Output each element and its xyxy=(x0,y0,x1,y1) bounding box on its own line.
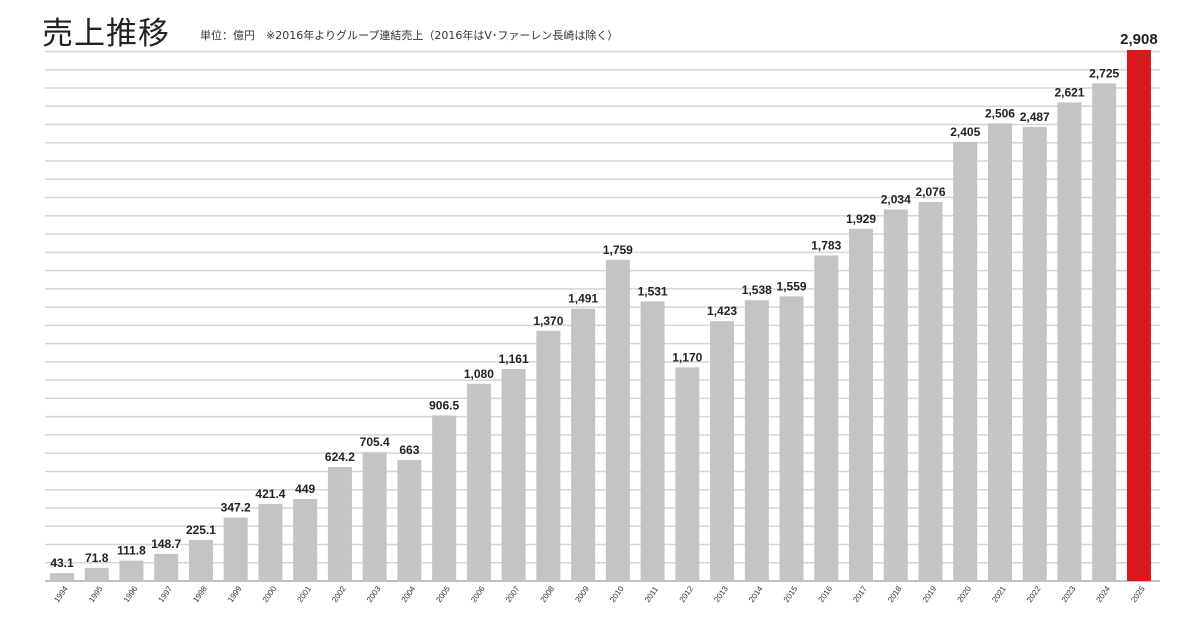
bar-2025 xyxy=(1126,50,1151,581)
x-tick-label: 2010 xyxy=(608,584,626,604)
x-tick-label: 2016 xyxy=(817,584,835,604)
bar-2000 xyxy=(258,504,283,581)
bar-1998 xyxy=(188,539,213,581)
bar-2006 xyxy=(466,383,491,581)
x-tick-label: 2012 xyxy=(678,584,696,604)
x-tick-label: 2020 xyxy=(956,584,974,604)
x-tick-label: 2022 xyxy=(1025,584,1043,604)
x-tick-label: 1999 xyxy=(226,584,244,604)
value-label-2014: 1,538 xyxy=(742,283,772,297)
x-tick-label: 2024 xyxy=(1094,584,1112,604)
bar-1997 xyxy=(154,553,179,581)
bar-1999 xyxy=(223,517,248,581)
bar-2015 xyxy=(779,296,804,581)
x-tick-label: 2001 xyxy=(295,584,313,604)
value-label-2019: 2,076 xyxy=(915,185,945,199)
value-label-2018: 2,034 xyxy=(881,193,911,207)
bar-2004 xyxy=(397,459,422,581)
value-label-1997: 148.7 xyxy=(151,537,181,551)
bar-1996 xyxy=(119,560,144,581)
value-label-2012: 1,170 xyxy=(672,350,702,364)
bar-2005 xyxy=(432,415,457,581)
value-label-1999: 347.2 xyxy=(221,501,251,515)
bar-2010 xyxy=(605,259,630,581)
value-label-2005: 906.5 xyxy=(429,398,459,412)
value-label-2010: 1,759 xyxy=(603,243,633,257)
bar-2011 xyxy=(640,301,665,581)
x-tick-label: 1994 xyxy=(52,584,70,604)
value-label-1995: 71.8 xyxy=(85,551,109,565)
bar-2003 xyxy=(362,452,387,581)
bar-2022 xyxy=(1022,126,1047,581)
value-label-1996: 111.8 xyxy=(117,544,146,558)
value-label-2009: 1,491 xyxy=(568,292,598,306)
value-label-2015: 1,559 xyxy=(777,279,807,293)
x-tick-label: 2017 xyxy=(851,584,869,604)
x-tick-label: 2005 xyxy=(434,584,452,604)
bar-2023 xyxy=(1057,102,1082,581)
value-label-2020: 2,405 xyxy=(950,125,980,139)
bar-1994 xyxy=(50,573,74,581)
value-label-2006: 1,080 xyxy=(464,367,494,381)
x-tick-label: 2023 xyxy=(1060,584,1078,604)
value-label-2025: 2,908 xyxy=(1120,31,1158,48)
value-label-2023: 2,621 xyxy=(1054,85,1084,99)
value-label-2016: 1,783 xyxy=(811,238,841,252)
value-label-2008: 1,370 xyxy=(533,314,563,328)
value-label-2022: 2,487 xyxy=(1020,110,1050,124)
x-tick-label: 2003 xyxy=(365,584,383,604)
value-label-2021: 2,506 xyxy=(985,106,1015,120)
x-tick-label: 2000 xyxy=(261,584,279,604)
bar-1995 xyxy=(84,567,109,581)
value-label-2004: 663 xyxy=(399,443,419,457)
x-tick-label: 1996 xyxy=(122,584,140,604)
value-label-2013: 1,423 xyxy=(707,304,737,318)
bar-2007 xyxy=(501,369,526,581)
x-tick-label: 2002 xyxy=(330,584,348,604)
x-tick-label: 1995 xyxy=(87,584,105,604)
x-tick-label: 2013 xyxy=(712,584,730,604)
bar-2014 xyxy=(744,300,769,581)
x-tick-label: 2014 xyxy=(747,584,765,604)
value-label-2024: 2,725 xyxy=(1089,66,1119,80)
x-tick-label: 2004 xyxy=(400,584,418,604)
bar-2001 xyxy=(293,499,318,581)
value-label-2002: 624.2 xyxy=(325,450,355,464)
x-tick-label: 2021 xyxy=(990,584,1008,604)
x-tick-label: 2019 xyxy=(921,584,939,604)
chart-subtitle: 単位：億円 ※2016年よりグループ連結売上（2016年はV･ファーレン長崎は除… xyxy=(200,29,619,42)
bar-2017 xyxy=(849,228,874,581)
x-tick-label: 1997 xyxy=(156,584,174,604)
x-tick-label: 2018 xyxy=(886,584,904,604)
x-tick-label: 2009 xyxy=(573,584,591,604)
value-label-1994: 43.1 xyxy=(50,556,74,570)
bar-2008 xyxy=(536,330,561,581)
bar-2021 xyxy=(987,123,1012,581)
value-label-2001: 449 xyxy=(295,482,315,496)
x-tick-label: 2008 xyxy=(539,584,557,604)
value-label-1998: 225.1 xyxy=(186,523,216,537)
bar-2019 xyxy=(918,201,943,581)
x-tick-label: 2011 xyxy=(643,584,661,604)
x-tick-label: 1998 xyxy=(191,584,209,604)
value-label-2017: 1,929 xyxy=(846,212,876,226)
x-tick-label: 2007 xyxy=(504,584,522,604)
bar-2012 xyxy=(675,367,700,581)
bar-2024 xyxy=(1092,83,1117,582)
x-tick-label: 2015 xyxy=(782,584,800,604)
value-label-2007: 1,161 xyxy=(499,352,529,366)
x-tick-label: 2006 xyxy=(469,584,487,604)
bar-2020 xyxy=(953,141,978,581)
value-label-2000: 421.4 xyxy=(255,487,285,501)
value-label-2003: 705.4 xyxy=(360,435,390,449)
bar-2009 xyxy=(571,308,596,581)
bar-2013 xyxy=(710,321,735,581)
bar-2016 xyxy=(814,255,839,582)
x-tick-label: 2025 xyxy=(1129,584,1147,604)
bar-2018 xyxy=(883,209,908,581)
value-label-2011: 1,531 xyxy=(638,284,668,298)
bar-2002 xyxy=(327,467,352,581)
chart-title: 売上推移 xyxy=(42,16,170,52)
